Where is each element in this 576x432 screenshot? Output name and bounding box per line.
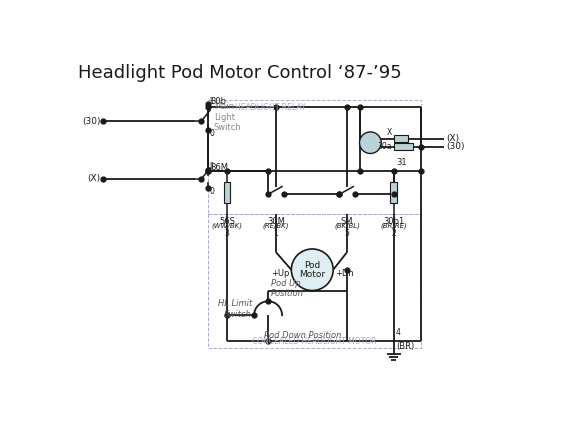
- Text: II: II: [209, 97, 214, 105]
- Text: X: X: [387, 127, 392, 137]
- Text: 3: 3: [225, 229, 229, 238]
- Text: 1: 1: [274, 229, 278, 238]
- Text: HEADLIGHT RELAY: HEADLIGHT RELAY: [235, 103, 305, 112]
- Bar: [223, 182, 230, 203]
- Bar: [393, 143, 413, 150]
- Bar: [390, 182, 397, 203]
- Text: 30b: 30b: [211, 97, 227, 106]
- Circle shape: [291, 249, 333, 291]
- Text: (RE/BK): (RE/BK): [263, 222, 289, 229]
- Text: 2: 2: [391, 229, 396, 238]
- Text: 5: 5: [344, 229, 350, 238]
- Text: +Dn: +Dn: [335, 269, 354, 278]
- Text: 4: 4: [396, 328, 401, 337]
- Bar: [393, 135, 408, 142]
- Text: SM: SM: [341, 216, 353, 226]
- Text: II: II: [209, 162, 214, 171]
- Text: (BR): (BR): [396, 342, 414, 351]
- Text: Motor: Motor: [299, 270, 325, 279]
- Text: (WW/BK): (WW/BK): [211, 222, 242, 229]
- Text: Main
Light
Switch: Main Light Switch: [214, 102, 241, 132]
- Text: (30): (30): [446, 142, 465, 151]
- Text: Pod Up
Position: Pod Up Position: [271, 279, 304, 298]
- Text: (X): (X): [88, 175, 101, 184]
- Text: (X): (X): [446, 134, 460, 143]
- Text: Headlight Pod Motor Control ‘87-’95: Headlight Pod Motor Control ‘87-’95: [78, 64, 402, 82]
- Text: (30): (30): [82, 117, 101, 126]
- Text: 0: 0: [209, 129, 214, 138]
- Text: Pod: Pod: [304, 261, 320, 270]
- Text: (BR/RE): (BR/RE): [380, 222, 407, 229]
- Bar: [207, 100, 420, 213]
- Text: (BK/BL): (BK/BL): [334, 222, 360, 229]
- Text: HL Limit
Switch: HL Limit Switch: [218, 299, 252, 319]
- Text: 31: 31: [396, 158, 407, 167]
- Bar: [207, 213, 420, 348]
- Text: 86M: 86M: [210, 163, 228, 172]
- Text: CONCEALED HEADLIGHT MOTOR: CONCEALED HEADLIGHT MOTOR: [252, 337, 377, 346]
- Text: +Up: +Up: [271, 269, 290, 278]
- Text: 30M: 30M: [267, 216, 285, 226]
- Circle shape: [359, 132, 381, 153]
- Text: Pod Down Position: Pod Down Position: [264, 331, 342, 340]
- Text: 30a: 30a: [378, 142, 392, 151]
- Text: 0: 0: [209, 187, 214, 196]
- Text: 56S: 56S: [219, 216, 235, 226]
- Text: 30b1: 30b1: [383, 216, 404, 226]
